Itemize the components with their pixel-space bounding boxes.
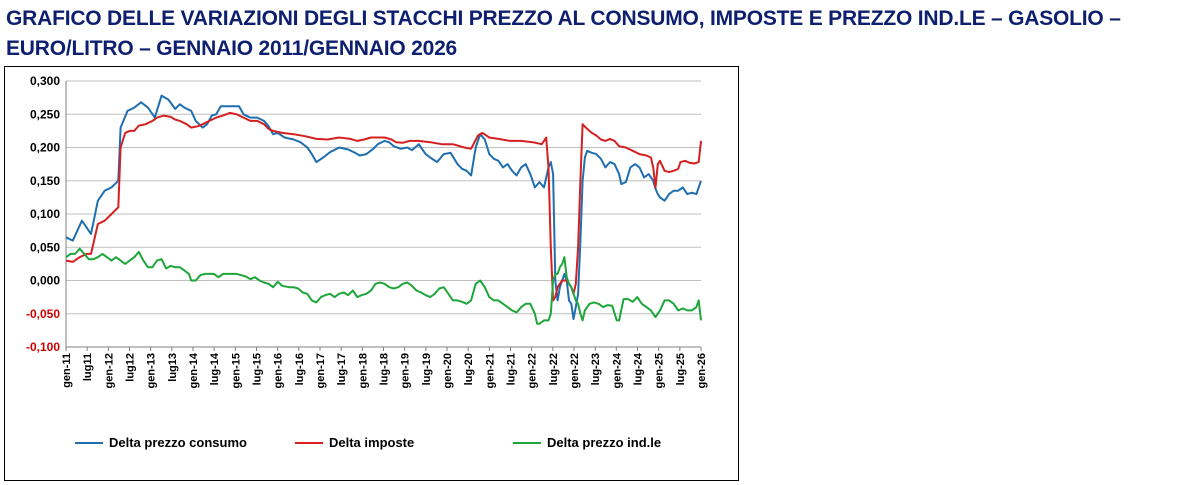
grid-lines bbox=[65, 80, 701, 348]
x-tick-label: lug-14 bbox=[209, 352, 221, 385]
x-tick-label: lug-19 bbox=[421, 353, 433, 385]
x-tick-label: gen-26 bbox=[696, 353, 708, 388]
x-tick-label: lug-15 bbox=[252, 353, 264, 385]
x-tick-label: gen-15 bbox=[230, 353, 242, 388]
x-tick-label: gen-19 bbox=[400, 353, 412, 388]
x-tick-label: gen-21 bbox=[484, 353, 496, 388]
legend-label: Delta imposte bbox=[329, 435, 414, 450]
x-tick-label: gen-25 bbox=[654, 353, 666, 388]
x-tick-label: gen-12 bbox=[103, 353, 115, 388]
series-line-1 bbox=[65, 94, 702, 321]
x-tick-label: lug-20 bbox=[463, 353, 475, 385]
x-tick-label: lug-18 bbox=[379, 353, 391, 385]
x-tick-label: lug-23 bbox=[590, 353, 602, 385]
y-tick-label: 0,300 bbox=[30, 74, 60, 88]
series-lines bbox=[65, 94, 702, 325]
x-tick-label: gen-14 bbox=[188, 352, 200, 388]
chart-frame: 0,300 0,250 0,200 0,150 0,100 0,050 0,000 -0,05… bbox=[4, 66, 739, 481]
legend-label: Delta prezzo consumo bbox=[109, 435, 247, 450]
x-tick-label: gen-22 bbox=[527, 353, 539, 388]
line-chart: 0,300 0,250 0,200 0,150 0,100 0,050 0,000 -0,05… bbox=[26, 74, 708, 450]
x-tick-label: gen-13 bbox=[146, 353, 158, 388]
x-tick-label: gen-16 bbox=[273, 353, 285, 388]
x-tick-label: lug-21 bbox=[506, 353, 518, 385]
series-line-2 bbox=[65, 111, 702, 302]
y-tick-label: 0,000 bbox=[30, 274, 60, 288]
x-tick-label: lug-16 bbox=[294, 353, 306, 385]
y-tick-label: -0,100 bbox=[26, 340, 60, 354]
y-tick-label: 0,200 bbox=[30, 141, 60, 155]
x-tick-label: gen-20 bbox=[442, 353, 454, 388]
x-tick-label: lug-24 bbox=[633, 352, 645, 385]
y-tick-label: 0,050 bbox=[30, 240, 60, 254]
x-tick-label: gen-24 bbox=[611, 352, 623, 388]
y-tick-label: 0,250 bbox=[30, 107, 60, 121]
page-title: GRAFICO DELLE VARIAZIONI DEGLI STACCHI P… bbox=[6, 7, 1121, 60]
x-tick-label: gen-17 bbox=[315, 353, 327, 388]
y-tick-label: -0,050 bbox=[26, 307, 60, 321]
x-axis-ticks: gen-11 lug11 gen-12 lug12 gen-13 lug13 gen-14 l… bbox=[61, 347, 708, 388]
y-tick-label: 0,100 bbox=[30, 207, 60, 221]
x-tick-label: lug12 bbox=[125, 353, 137, 382]
y-tick-label: 0,150 bbox=[30, 174, 60, 188]
x-tick-label: gen-18 bbox=[357, 353, 369, 388]
legend-label: Delta prezzo ind.le bbox=[547, 435, 661, 450]
x-tick-label: lug11 bbox=[82, 353, 94, 381]
x-tick-label: lug-17 bbox=[336, 353, 348, 385]
x-tick-label: lug-25 bbox=[675, 353, 687, 385]
legend: Delta prezzo consumo Delta imposte Delta p… bbox=[75, 435, 661, 450]
x-tick-label: gen-22 bbox=[569, 353, 581, 388]
x-tick-label: gen-11 bbox=[61, 353, 73, 388]
x-tick-label: lug13 bbox=[167, 353, 179, 382]
series-line-3 bbox=[65, 247, 702, 325]
x-tick-label: lug-22 bbox=[548, 353, 560, 385]
y-axis-ticks: 0,300 0,250 0,200 0,150 0,100 0,050 0,000 -0,05… bbox=[26, 74, 60, 354]
